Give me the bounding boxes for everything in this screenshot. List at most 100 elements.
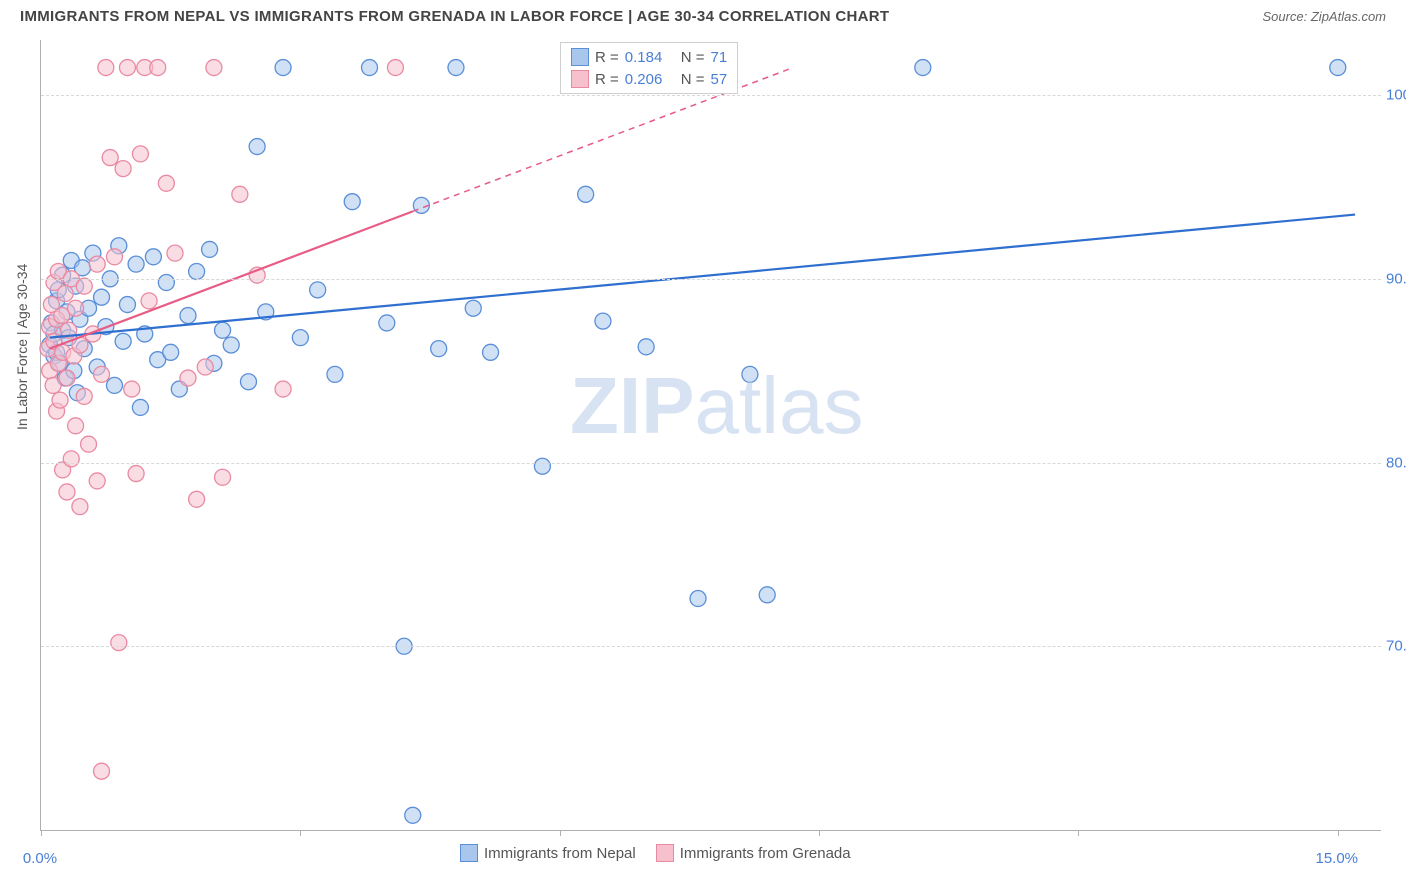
data-point	[362, 60, 378, 76]
data-point	[275, 381, 291, 397]
data-point	[52, 392, 68, 408]
data-point	[310, 282, 326, 298]
data-point	[483, 344, 499, 360]
legend-row: R = 0.184 N = 71	[571, 46, 727, 68]
legend-r-value: 0.206	[625, 71, 675, 88]
data-point	[163, 344, 179, 360]
data-point	[89, 473, 105, 489]
data-point	[81, 436, 97, 452]
data-point	[106, 377, 122, 393]
data-point	[223, 337, 239, 353]
data-point	[275, 60, 291, 76]
legend-row: R = 0.206 N = 57	[571, 68, 727, 90]
x-tick	[300, 830, 301, 836]
data-point	[132, 146, 148, 162]
data-point	[344, 194, 360, 210]
data-point	[465, 300, 481, 316]
data-point	[59, 484, 75, 500]
data-point	[189, 491, 205, 507]
data-point	[76, 278, 92, 294]
gridline	[41, 95, 1381, 96]
legend-n-value: 71	[711, 49, 728, 66]
data-point	[915, 60, 931, 76]
data-point	[63, 451, 79, 467]
data-point	[98, 60, 114, 76]
data-point	[595, 313, 611, 329]
data-point	[68, 300, 84, 316]
data-point	[94, 289, 110, 305]
data-point	[292, 330, 308, 346]
data-point	[379, 315, 395, 331]
data-point	[150, 60, 166, 76]
y-axis-label: In Labor Force | Age 30-34	[14, 264, 30, 430]
data-point	[742, 366, 758, 382]
data-point	[76, 388, 92, 404]
data-point	[180, 370, 196, 386]
data-point	[158, 275, 174, 291]
data-point	[405, 807, 421, 823]
source-label: Source: ZipAtlas.com	[1262, 9, 1386, 24]
data-point	[167, 245, 183, 261]
data-point	[145, 249, 161, 265]
data-point	[141, 293, 157, 309]
y-tick-label: 100.0%	[1386, 87, 1406, 104]
data-point	[111, 635, 127, 651]
x-tick-label: 0.0%	[23, 850, 57, 867]
correlation-legend: R = 0.184 N = 71 R = 0.206 N = 57	[560, 42, 738, 94]
data-point	[132, 399, 148, 415]
legend-label: Immigrants from Grenada	[680, 845, 851, 862]
data-point	[89, 256, 105, 272]
data-point	[431, 341, 447, 357]
trend-line	[50, 215, 1355, 338]
data-point	[206, 60, 222, 76]
x-tick	[41, 830, 42, 836]
data-point	[534, 458, 550, 474]
gridline	[41, 646, 1381, 647]
legend-swatch	[656, 844, 674, 862]
data-point	[578, 186, 594, 202]
legend-r-label: R =	[595, 49, 619, 66]
data-point	[189, 263, 205, 279]
data-point	[448, 60, 464, 76]
data-point	[215, 469, 231, 485]
data-point	[102, 150, 118, 166]
legend-swatch	[571, 70, 589, 88]
data-point	[327, 366, 343, 382]
legend-swatch	[460, 844, 478, 862]
data-point	[158, 175, 174, 191]
legend-n-label: N =	[681, 49, 705, 66]
gridline	[41, 463, 1381, 464]
x-tick-label: 15.0%	[1315, 850, 1358, 867]
data-point	[197, 359, 213, 375]
y-tick-label: 90.0%	[1386, 270, 1406, 287]
legend-label: Immigrants from Nepal	[484, 845, 636, 862]
data-point	[119, 60, 135, 76]
legend-item: Immigrants from Nepal	[460, 844, 636, 862]
legend-n-value: 57	[711, 71, 728, 88]
chart-svg	[41, 40, 1381, 830]
data-point	[638, 339, 654, 355]
data-point	[387, 60, 403, 76]
data-point	[180, 308, 196, 324]
data-point	[690, 591, 706, 607]
legend-r-label: R =	[595, 71, 619, 88]
x-tick	[1078, 830, 1079, 836]
y-tick-label: 70.0%	[1386, 638, 1406, 655]
data-point	[59, 370, 75, 386]
legend-r-value: 0.184	[625, 49, 675, 66]
data-point	[57, 286, 73, 302]
legend-n-label: N =	[681, 71, 705, 88]
data-point	[115, 161, 131, 177]
data-point	[94, 366, 110, 382]
plot-area: 70.0%80.0%90.0%100.0%	[40, 40, 1381, 831]
data-point	[759, 587, 775, 603]
data-point	[128, 466, 144, 482]
x-tick	[819, 830, 820, 836]
legend-item: Immigrants from Grenada	[656, 844, 851, 862]
data-point	[68, 418, 84, 434]
legend-swatch	[571, 48, 589, 66]
x-tick	[560, 830, 561, 836]
x-tick	[1338, 830, 1339, 836]
y-tick-label: 80.0%	[1386, 454, 1406, 471]
series-legend: Immigrants from Nepal Immigrants from Gre…	[460, 844, 851, 862]
